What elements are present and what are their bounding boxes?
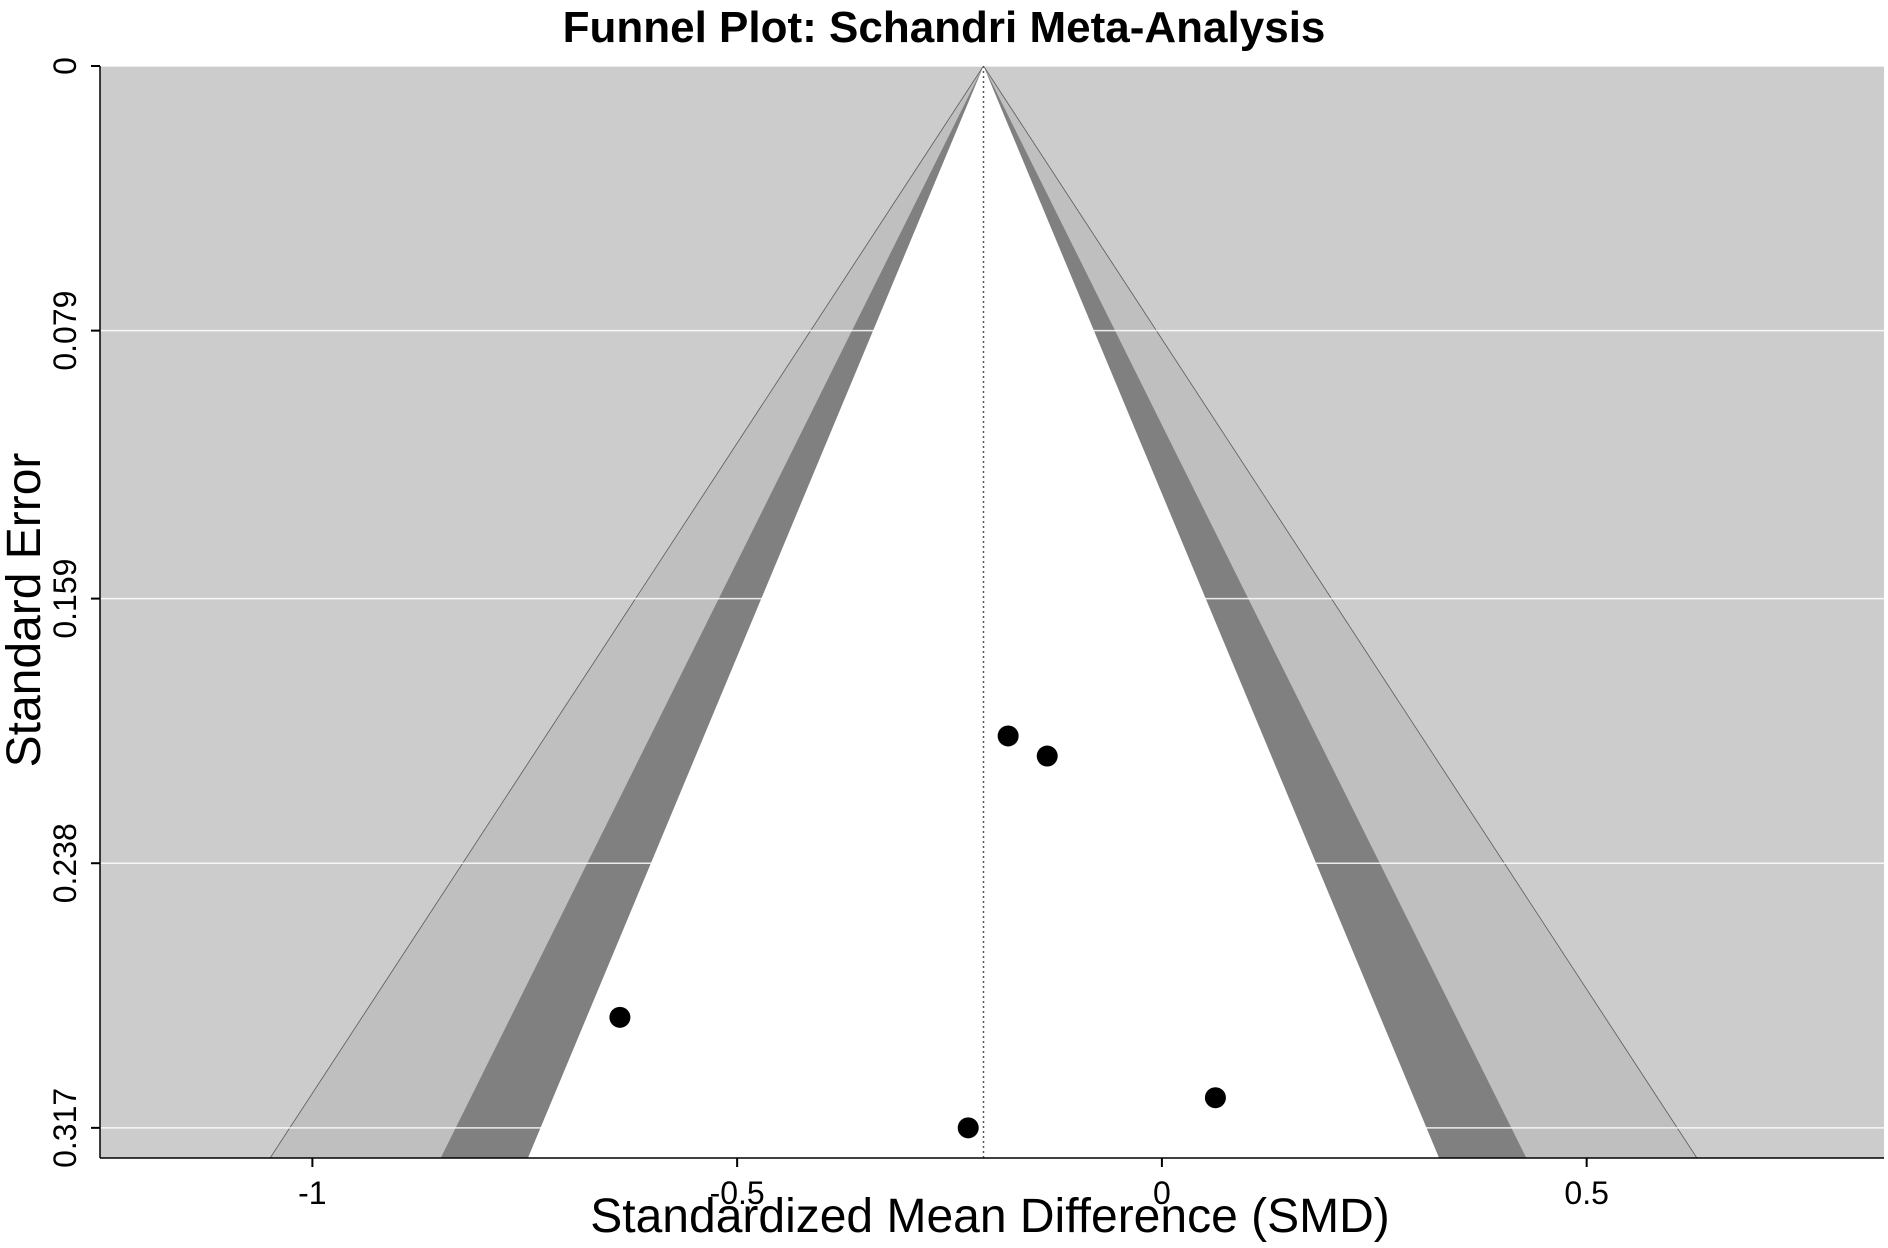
study-point: [1204, 1087, 1226, 1109]
y-tick-label: 0: [47, 57, 83, 75]
study-point: [1036, 745, 1058, 767]
x-tick-label: 0: [1153, 1175, 1171, 1211]
y-tick-label: 0.317: [47, 1088, 83, 1168]
x-tick-label: -0.5: [710, 1175, 765, 1211]
study-point: [997, 725, 1019, 747]
y-tick-label: 0.159: [47, 559, 83, 639]
x-tick-label: 0.5: [1564, 1175, 1608, 1211]
y-tick-label: 0.238: [47, 823, 83, 903]
plot-area: -1 -0.5 0 0.5 0 0.079 0.159 0.238 0.317: [47, 57, 1884, 1211]
y-tick-label: 0.079: [47, 291, 83, 371]
chart-title: Funnel Plot: Schandri Meta-Analysis: [563, 3, 1326, 52]
y-axis-title: Standard Error: [0, 453, 51, 768]
study-point: [957, 1117, 979, 1139]
x-tick-label: -1: [298, 1175, 326, 1211]
x-axis-title: Standardized Mean Difference (SMD): [590, 1190, 1389, 1243]
study-point: [609, 1006, 631, 1028]
